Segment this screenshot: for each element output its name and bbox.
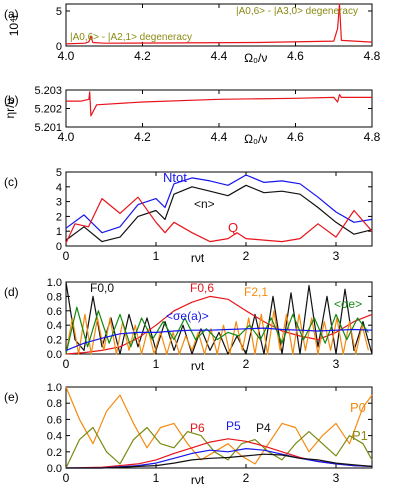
x-tick-label: 0 xyxy=(63,471,70,485)
y-tick-label: 3 xyxy=(56,197,62,209)
series-line-q xyxy=(65,196,373,244)
x-tick-label: 3 xyxy=(333,357,340,371)
plot-frame xyxy=(65,89,373,128)
label-p1: P1 xyxy=(352,428,368,443)
y-tick-label: 4 xyxy=(56,182,62,194)
x-axis-label: rνt xyxy=(191,251,205,265)
y-tick-label: 5.201 xyxy=(34,122,62,134)
x-tick-label: 1 xyxy=(153,357,160,371)
series-line-ea xyxy=(65,327,373,351)
panel-label: (b) xyxy=(4,93,19,107)
x-tick-label: 1 xyxy=(153,249,160,263)
panel-label: (c) xyxy=(4,175,18,189)
label-n-mean: <n> xyxy=(194,197,215,211)
plot-frame xyxy=(65,281,373,355)
label-p6: P6 xyxy=(190,421,205,435)
y-axis-label: ηr/ν xyxy=(3,98,17,118)
x-tick-label: 4.6 xyxy=(287,49,304,63)
y-tick-label: 0.4 xyxy=(47,320,62,332)
x-tick-label: 4.8 xyxy=(364,130,381,144)
panel-d: 0 1 2 3 0.0 0.2 0.4 0.6 0.8 1.0 (d) rνt xyxy=(4,277,373,373)
y-tick-label: 0.0 xyxy=(47,349,62,361)
x-tick-label: 4.6 xyxy=(287,130,304,144)
panel-e: 0 1 2 3 0.0 0.2 0.4 0.6 0.8 1.0 (e) rνt xyxy=(4,382,373,487)
series-line-0 xyxy=(65,3,373,45)
y-tick-label: 5.203 xyxy=(34,85,62,97)
y-tick-label: 0.2 xyxy=(47,335,62,347)
x-tick-label: 0 xyxy=(63,357,70,371)
y-tick-label: 1.0 xyxy=(47,382,62,394)
x-axis-label: rνt xyxy=(191,473,205,487)
label-ntot: Ntot xyxy=(163,170,187,185)
label-f00: F0,0 xyxy=(90,281,114,295)
label-f21: F2,1 xyxy=(244,285,268,299)
plot-frame xyxy=(65,386,373,469)
x-tick-label: 4.2 xyxy=(134,49,151,63)
y-tick-label: 1.0 xyxy=(47,277,62,289)
plot-frame xyxy=(65,171,373,247)
panel-a: 4.0 4.2 4.4 4.6 4.8 0 5 (a) Ω₀/ν 10⁴r xyxy=(4,3,381,65)
x-tick-label: 1 xyxy=(153,471,160,485)
x-tick-label: 2 xyxy=(243,357,250,371)
y-tick-label: 5 xyxy=(56,167,62,179)
x-tick-label: 4.2 xyxy=(134,130,151,144)
y-tick-label: 0.8 xyxy=(47,398,62,410)
y-tick-label: 5 xyxy=(56,6,62,18)
panel-label: (e) xyxy=(4,390,19,404)
x-tick-label: 4.0 xyxy=(58,49,75,63)
x-tick-label: 0 xyxy=(63,249,70,263)
label-sigma-a: <σe(a)> xyxy=(166,309,209,323)
series-line-p1 xyxy=(65,426,373,469)
label-sigma-e: <σe> xyxy=(334,297,362,311)
series-line-p5 xyxy=(66,448,373,469)
x-tick-label: 3 xyxy=(333,471,340,485)
y-tick-label: 0.8 xyxy=(47,291,62,303)
y-tick-label: 2 xyxy=(56,211,62,223)
label-p0: P0 xyxy=(350,400,366,415)
annotation-degeneracy-left: |A0,6> - |A2,1> degeneracy xyxy=(70,32,192,43)
y-tick-label: 0.2 xyxy=(47,447,62,459)
y-tick-label: 0.6 xyxy=(47,414,62,426)
x-tick-label: 4.4 xyxy=(211,130,228,144)
x-tick-label: 2 xyxy=(243,249,250,263)
x-tick-label: 2 xyxy=(243,471,250,485)
x-axis-label: Ω₀/ν xyxy=(244,51,267,65)
series-line-ntot xyxy=(65,174,373,234)
y-axis-label: 10⁴r xyxy=(7,14,21,37)
y-tick-label: 5.202 xyxy=(34,104,62,116)
series-line-n xyxy=(65,184,373,243)
x-axis-label: Ω₀/ν xyxy=(244,132,267,146)
label-q: Q xyxy=(228,220,238,235)
y-tick-label: 0.4 xyxy=(47,431,62,443)
y-tick-label: 0.0 xyxy=(47,463,62,475)
panel-b: 4.0 4.2 4.4 4.6 4.8 5.201 5.202 5.203 (b) Ω₀/ν ηr/… xyxy=(3,85,381,146)
label-p4: P4 xyxy=(256,421,271,435)
x-tick-label: 4.4 xyxy=(211,49,228,63)
label-p5: P5 xyxy=(226,419,241,433)
series-line-f21 xyxy=(65,310,369,355)
label-f06: F0,6 xyxy=(190,281,214,295)
x-tick-label: 4.8 xyxy=(364,49,381,63)
x-tick-label: 3 xyxy=(333,249,340,263)
series-line-e xyxy=(65,306,369,355)
series-line-p0 xyxy=(65,386,373,465)
y-tick-label: 0 xyxy=(56,241,62,253)
series-line-p4 xyxy=(66,453,373,469)
y-tick-label: 1 xyxy=(56,226,62,238)
x-axis-label: rνt xyxy=(191,359,205,373)
y-tick-label: 0.6 xyxy=(47,306,62,318)
panel-label: (a) xyxy=(4,7,19,21)
panel-label: (d) xyxy=(4,285,19,299)
annotation-degeneracy-right: |A0,6> - |A3,0> degeneracy xyxy=(236,6,358,17)
series-line-f00 xyxy=(65,281,373,355)
series-line-p6 xyxy=(65,438,373,469)
x-tick-label: 4.0 xyxy=(58,130,75,144)
y-tick-label: 0 xyxy=(56,41,62,53)
series-line-0 xyxy=(66,91,372,117)
